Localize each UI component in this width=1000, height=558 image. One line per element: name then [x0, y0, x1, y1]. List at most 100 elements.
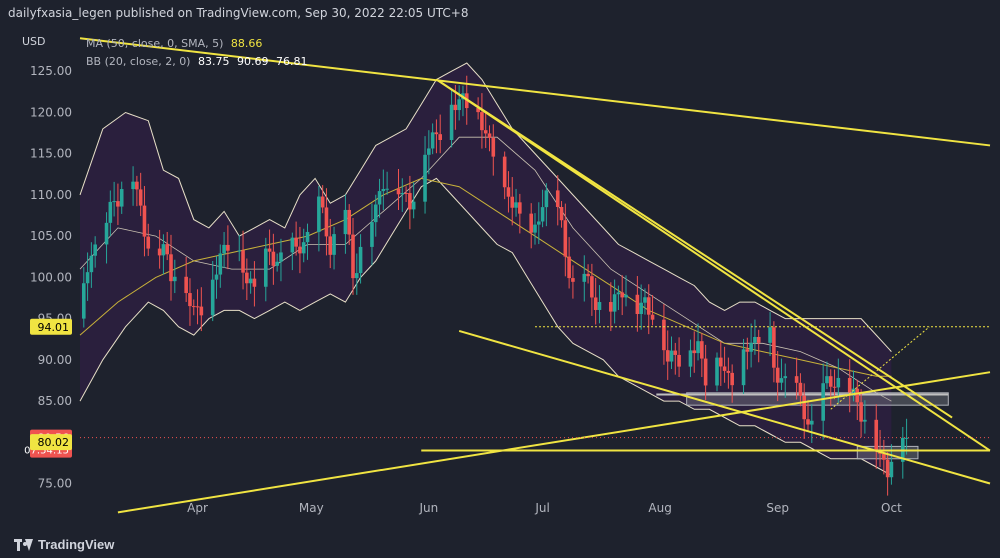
candle-body [809, 420, 814, 425]
candle-body [411, 201, 416, 210]
candle-body [624, 294, 628, 298]
candle-body [696, 341, 700, 354]
candle-body [271, 251, 276, 266]
candle-body [81, 283, 86, 319]
price-tag-bg-0 [30, 318, 72, 335]
candle-body [745, 349, 750, 352]
candle-body [643, 297, 647, 303]
candle-body [237, 250, 242, 252]
candle-body [889, 461, 894, 478]
price-tag-label-0: 94.01 [38, 321, 70, 334]
candle-body [491, 137, 496, 157]
candle-body [449, 104, 454, 140]
y-tick-label: 75.00 [38, 477, 72, 491]
candle-body [802, 395, 807, 420]
candle-body [241, 250, 245, 273]
candle-body [453, 104, 458, 111]
candle-body [169, 254, 173, 282]
candle-body [688, 350, 693, 367]
x-tick-label: May [299, 501, 324, 515]
candle-body [597, 302, 602, 310]
price-tag-label-2: 80.02 [38, 436, 70, 449]
bollinger-lower-line [79, 177, 892, 476]
candle-body [157, 248, 162, 256]
candle-body [798, 382, 803, 396]
y-tick-label: 110.00 [30, 188, 72, 202]
candle-body [722, 366, 727, 371]
candle-body [108, 201, 113, 223]
candle-body [756, 336, 761, 343]
candle-body [514, 202, 518, 208]
candle-body [373, 204, 378, 223]
candle-body [753, 336, 757, 343]
currency-label: USD [22, 35, 46, 48]
candle-body [434, 132, 439, 135]
candle-body [305, 231, 310, 243]
candle-body [563, 220, 568, 257]
candle-body [540, 207, 545, 222]
candle-body [506, 187, 511, 197]
candle-body [320, 196, 325, 208]
candle-body [275, 261, 279, 266]
trendline-4 [458, 330, 991, 485]
candle-body [832, 386, 837, 388]
y-tick-label: 90.00 [38, 353, 72, 367]
candle-body [343, 209, 348, 235]
tradingview-footer[interactable]: TradingView [14, 537, 114, 552]
candle-body [298, 246, 302, 254]
candle-body [859, 402, 863, 422]
candle-body [245, 272, 249, 284]
ma-legend-label: MA (50, close, 0, SMA, 5) [86, 37, 224, 50]
candle-body [518, 202, 522, 214]
candle-body [165, 244, 170, 255]
candle-body [772, 327, 776, 368]
candle-body [567, 256, 571, 279]
candle-body [639, 302, 643, 315]
candle-body [571, 278, 575, 282]
bb-legend: BB (20, close, 2, 0) 83.75 90.69 76.81 [86, 55, 307, 68]
y-tick-label: 115.00 [30, 147, 72, 161]
candle-body [404, 193, 408, 195]
candle-body [263, 248, 268, 287]
candle-body [783, 376, 788, 379]
candle-body [533, 224, 537, 233]
candle-body [195, 306, 200, 308]
candle-body [582, 273, 587, 282]
bollinger-band-fill [80, 63, 892, 476]
candle-body [400, 193, 405, 195]
candle-body [301, 242, 306, 254]
x-tick-label: Sep [766, 501, 789, 515]
candle-body [593, 297, 598, 310]
candle-body [294, 237, 298, 247]
candle-body [184, 276, 188, 294]
candle-body [131, 181, 135, 190]
candles-group [81, 75, 909, 496]
candle-body [718, 357, 723, 367]
bb-legend-value-lower: 76.81 [275, 55, 308, 68]
x-tick-label: Jul [534, 501, 549, 515]
candle-body [104, 222, 109, 245]
x-tick-label: Apr [187, 501, 208, 515]
candle-body [328, 236, 333, 255]
candle-body [749, 342, 753, 352]
candle-body [590, 276, 594, 298]
x-tick-label: Oct [881, 501, 902, 515]
y-tick-label: 100.00 [30, 270, 72, 284]
price-tag-sublabel-1: 07:54:15 [24, 446, 69, 457]
candle-body [191, 306, 196, 308]
candle-body [279, 252, 283, 262]
price-tag-bg-2 [30, 434, 72, 451]
candle-body [669, 350, 674, 362]
candle-body [332, 234, 336, 255]
candle-body [885, 459, 890, 478]
footer-brand: TradingView [38, 537, 115, 552]
candle-body [612, 294, 617, 312]
candle-body [586, 273, 590, 277]
candle-body [536, 221, 541, 225]
candle-body [116, 201, 120, 207]
candle-body [381, 188, 386, 192]
candle-body [385, 188, 389, 190]
candle-body [354, 273, 359, 279]
ma-legend-value: 88.66 [230, 37, 263, 50]
